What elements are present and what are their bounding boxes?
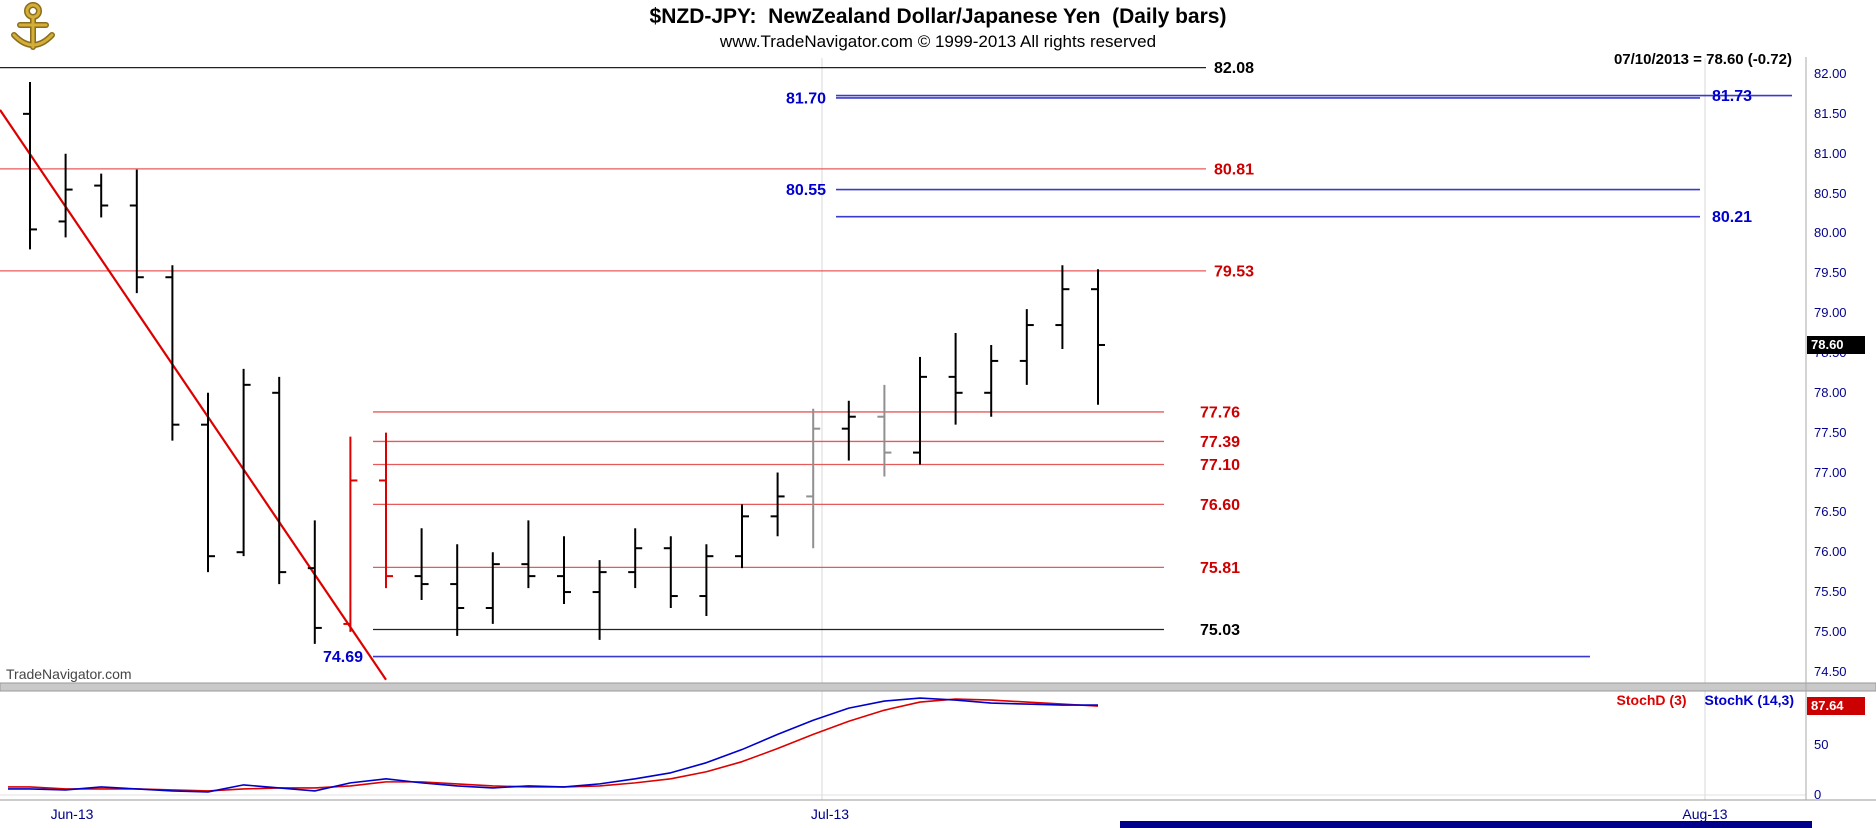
cursor-date-value: 07/10/2013 = 78.60 (-0.72) <box>1613 51 1792 68</box>
stoch-value-badge: 87.64 <box>1807 697 1865 716</box>
trade-navigator-logo-icon <box>8 1 58 62</box>
level-label-77.39: 77.39 <box>1200 434 1240 451</box>
price-tick: 81.50 <box>1814 105 1847 121</box>
stoch-tick: 50 <box>1814 736 1829 752</box>
stochk-legend-label: StochK (14,3) <box>1704 692 1794 708</box>
x-label-aug: Aug-13 <box>1682 806 1728 822</box>
x-label-jul: Jul-13 <box>810 806 850 822</box>
price-tick: 74.50 <box>1814 663 1847 679</box>
price-tick: 76.00 <box>1814 544 1847 560</box>
stochd-line <box>8 698 1099 792</box>
stoch-tick: 0 <box>1814 787 1822 802</box>
level-label-77.10: 77.10 <box>1200 457 1240 474</box>
price-tick: 79.50 <box>1814 265 1847 281</box>
x-label-jun: Jun-13 <box>50 806 94 822</box>
level-label-79.53: 79.53 <box>1214 263 1254 280</box>
stochk-line <box>8 697 1098 793</box>
time-scrollbar[interactable] <box>1120 821 1812 828</box>
price-tick: 75.00 <box>1814 623 1847 639</box>
stoch-legend: StochD (3) StochK (14,3) <box>1617 692 1794 708</box>
price-tick: 75.50 <box>1814 584 1847 600</box>
price-tick: 77.50 <box>1814 424 1847 440</box>
chart-title: $NZD-JPY: NewZealand Dollar/Japanese Yen… <box>649 5 1227 28</box>
level-label-76.60: 76.60 <box>1200 497 1240 514</box>
watermark: TradeNavigator.com <box>6 666 132 682</box>
current-price-badge: 78.60 <box>1807 335 1865 354</box>
price-tick: 79.00 <box>1814 305 1847 321</box>
level-label-82.08: 82.08 <box>1214 60 1254 77</box>
level-label-80.81: 80.81 <box>1214 161 1254 178</box>
price-tick: 82.00 <box>1814 66 1847 81</box>
level-label-75.81: 75.81 <box>1200 560 1240 577</box>
level-label-74.69: 74.69 <box>323 649 363 666</box>
copyright-subtitle: www.TradeNavigator.com © 1999-2013 All r… <box>719 32 1157 51</box>
level-label-77.76: 77.76 <box>1200 404 1240 421</box>
level-label-75.03: 75.03 <box>1200 622 1240 639</box>
price-tick: 78.00 <box>1814 384 1847 400</box>
price-tick: 76.50 <box>1814 504 1847 520</box>
level-label-80.55: 80.55 <box>786 182 826 199</box>
price-tick: 80.00 <box>1814 225 1847 241</box>
level-label-81.73: 81.73 <box>1712 88 1752 105</box>
price-tick: 77.00 <box>1814 464 1847 480</box>
level-label-81.70: 81.70 <box>786 90 826 107</box>
price-tick: 81.00 <box>1814 145 1847 161</box>
trendline <box>0 109 387 681</box>
stochd-legend-label: StochD (3) <box>1616 692 1687 708</box>
panel-divider[interactable] <box>0 682 1876 692</box>
price-tick: 80.50 <box>1814 185 1847 201</box>
level-label-80.21: 80.21 <box>1712 209 1752 226</box>
